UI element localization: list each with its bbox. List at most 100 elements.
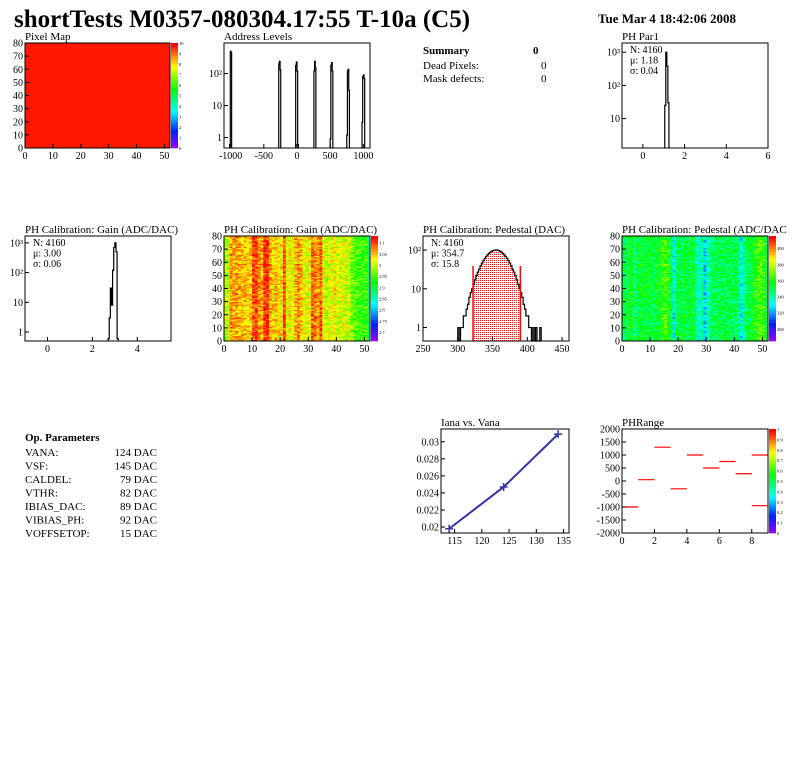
- heatmap-cell: [224, 309, 228, 312]
- stats-line: μ: 354.7: [431, 249, 464, 260]
- heatmap-cell: [229, 330, 233, 333]
- heatmap-cell: [246, 317, 250, 319]
- heatmap-cell: [229, 258, 233, 260]
- heatmap-cell: [254, 249, 258, 251]
- colorbar-cell: [371, 272, 378, 276]
- heatmap-cell: [249, 314, 253, 317]
- heatmap-cell: [254, 292, 258, 295]
- heatmap-cell: [260, 272, 264, 275]
- heatmap-cell: [252, 289, 256, 292]
- heatmap-cell: [243, 289, 247, 292]
- heatmap-cell: [260, 276, 264, 279]
- heatmap-cell: [232, 254, 236, 256]
- heatmap-cell: [243, 317, 247, 319]
- heatmap-cell: [232, 276, 236, 279]
- heatmap-cell: [254, 267, 258, 270]
- heatmap-cell: [260, 241, 264, 243]
- heatmap-cell: [246, 322, 250, 325]
- x-tick-label: -1000: [219, 151, 242, 162]
- histogram-bin: [510, 265, 512, 341]
- heatmap-cell: [226, 274, 230, 276]
- heatmap-cell: [260, 281, 264, 284]
- heatmap-cell: [266, 258, 270, 260]
- heatmap-cell: [235, 329, 239, 331]
- heatmap-cell: [257, 268, 261, 271]
- heatmap-cell: [243, 254, 247, 256]
- heatmap-cell: [232, 260, 236, 263]
- heatmap-cell: [238, 272, 242, 275]
- heatmap-cell: [238, 260, 242, 263]
- histogram-bin: [500, 252, 503, 341]
- plot-frame: [621, 42, 769, 149]
- colorbar-cell: [171, 48, 178, 52]
- heatmap-cell: [238, 295, 242, 297]
- heatmap-cell: [240, 270, 244, 272]
- heatmap-cell: [232, 237, 236, 239]
- heatmap-cell: [260, 266, 264, 268]
- heatmap-cell: [257, 262, 261, 264]
- histogram-outline: [107, 242, 119, 341]
- heatmap-cell: [268, 308, 273, 310]
- heatmap-cell: [257, 278, 261, 280]
- heatmap-cell: [249, 257, 253, 259]
- heatmap-cell: [268, 309, 273, 312]
- heatmap-cell: [257, 293, 261, 296]
- heatmap-cell: [260, 313, 264, 316]
- heatmap-cell: [252, 280, 256, 283]
- heatmap-cell: [266, 243, 270, 246]
- heatmap-cell: [252, 287, 256, 289]
- heatmap-cell: [252, 333, 256, 335]
- heatmap-cell: [246, 275, 250, 277]
- heatmap-cell: [240, 339, 244, 342]
- heatmap-cell: [246, 250, 250, 253]
- heatmap-cell: [257, 302, 261, 305]
- stats-line: σ: 0.04: [630, 66, 658, 77]
- heatmap-cell: [257, 285, 261, 288]
- heatmap-cell: [260, 236, 264, 238]
- heatmap-cell: [257, 301, 261, 304]
- heatmap-cell: [263, 285, 267, 288]
- x-tick-label: 0: [23, 151, 28, 162]
- heatmap-cell: [257, 314, 261, 317]
- heatmap-cell: [240, 258, 244, 260]
- heatmap-cell: [266, 295, 270, 297]
- heatmap-cell: [260, 260, 264, 263]
- colorbar-cell: [171, 79, 178, 83]
- x-tick-label: 10: [247, 344, 257, 355]
- heatmap-cell: [263, 283, 267, 285]
- heatmap-cell: [268, 299, 273, 301]
- heatmap-cell: [229, 243, 233, 246]
- heatmap-cell: [238, 236, 242, 238]
- heatmap-cell: [246, 302, 250, 305]
- heatmap-cell: [238, 266, 242, 268]
- heatmap-cell: [254, 330, 258, 333]
- heatmap-cell: [240, 285, 244, 288]
- heatmap-cell: [238, 250, 242, 253]
- heatmap-cell: [226, 313, 230, 316]
- heatmap-cell: [224, 253, 228, 255]
- heatmap-cell: [254, 266, 258, 268]
- heatmap-cell: [246, 264, 250, 267]
- heatmap-cell: [226, 295, 230, 297]
- heatmap-cell: [254, 268, 258, 271]
- heatmap-cell: [254, 246, 258, 249]
- heatmap-cell: [229, 280, 233, 283]
- heatmap-cell: [266, 250, 270, 253]
- heatmap-cell: [240, 308, 244, 310]
- heatmap-cell: [263, 251, 267, 254]
- heatmap-cell: [229, 310, 233, 313]
- stats-line: σ: 0.06: [33, 259, 61, 270]
- heatmap-cell: [243, 295, 247, 297]
- colorbar-tick-label: 3: [179, 115, 182, 120]
- heatmap-cell: [252, 323, 256, 326]
- heatmap-cell: [229, 267, 233, 270]
- heatmap-cell: [235, 309, 239, 312]
- heatmap-cell: [240, 338, 244, 340]
- histogram-bin: [481, 263, 483, 341]
- histogram-peak: [229, 50, 233, 148]
- heatmap-cell: [254, 262, 258, 264]
- heatmap-cell: [240, 329, 244, 331]
- colorbar-cell: [371, 296, 378, 300]
- heatmap-cell: [257, 241, 261, 243]
- heatmap-cell: [229, 285, 233, 288]
